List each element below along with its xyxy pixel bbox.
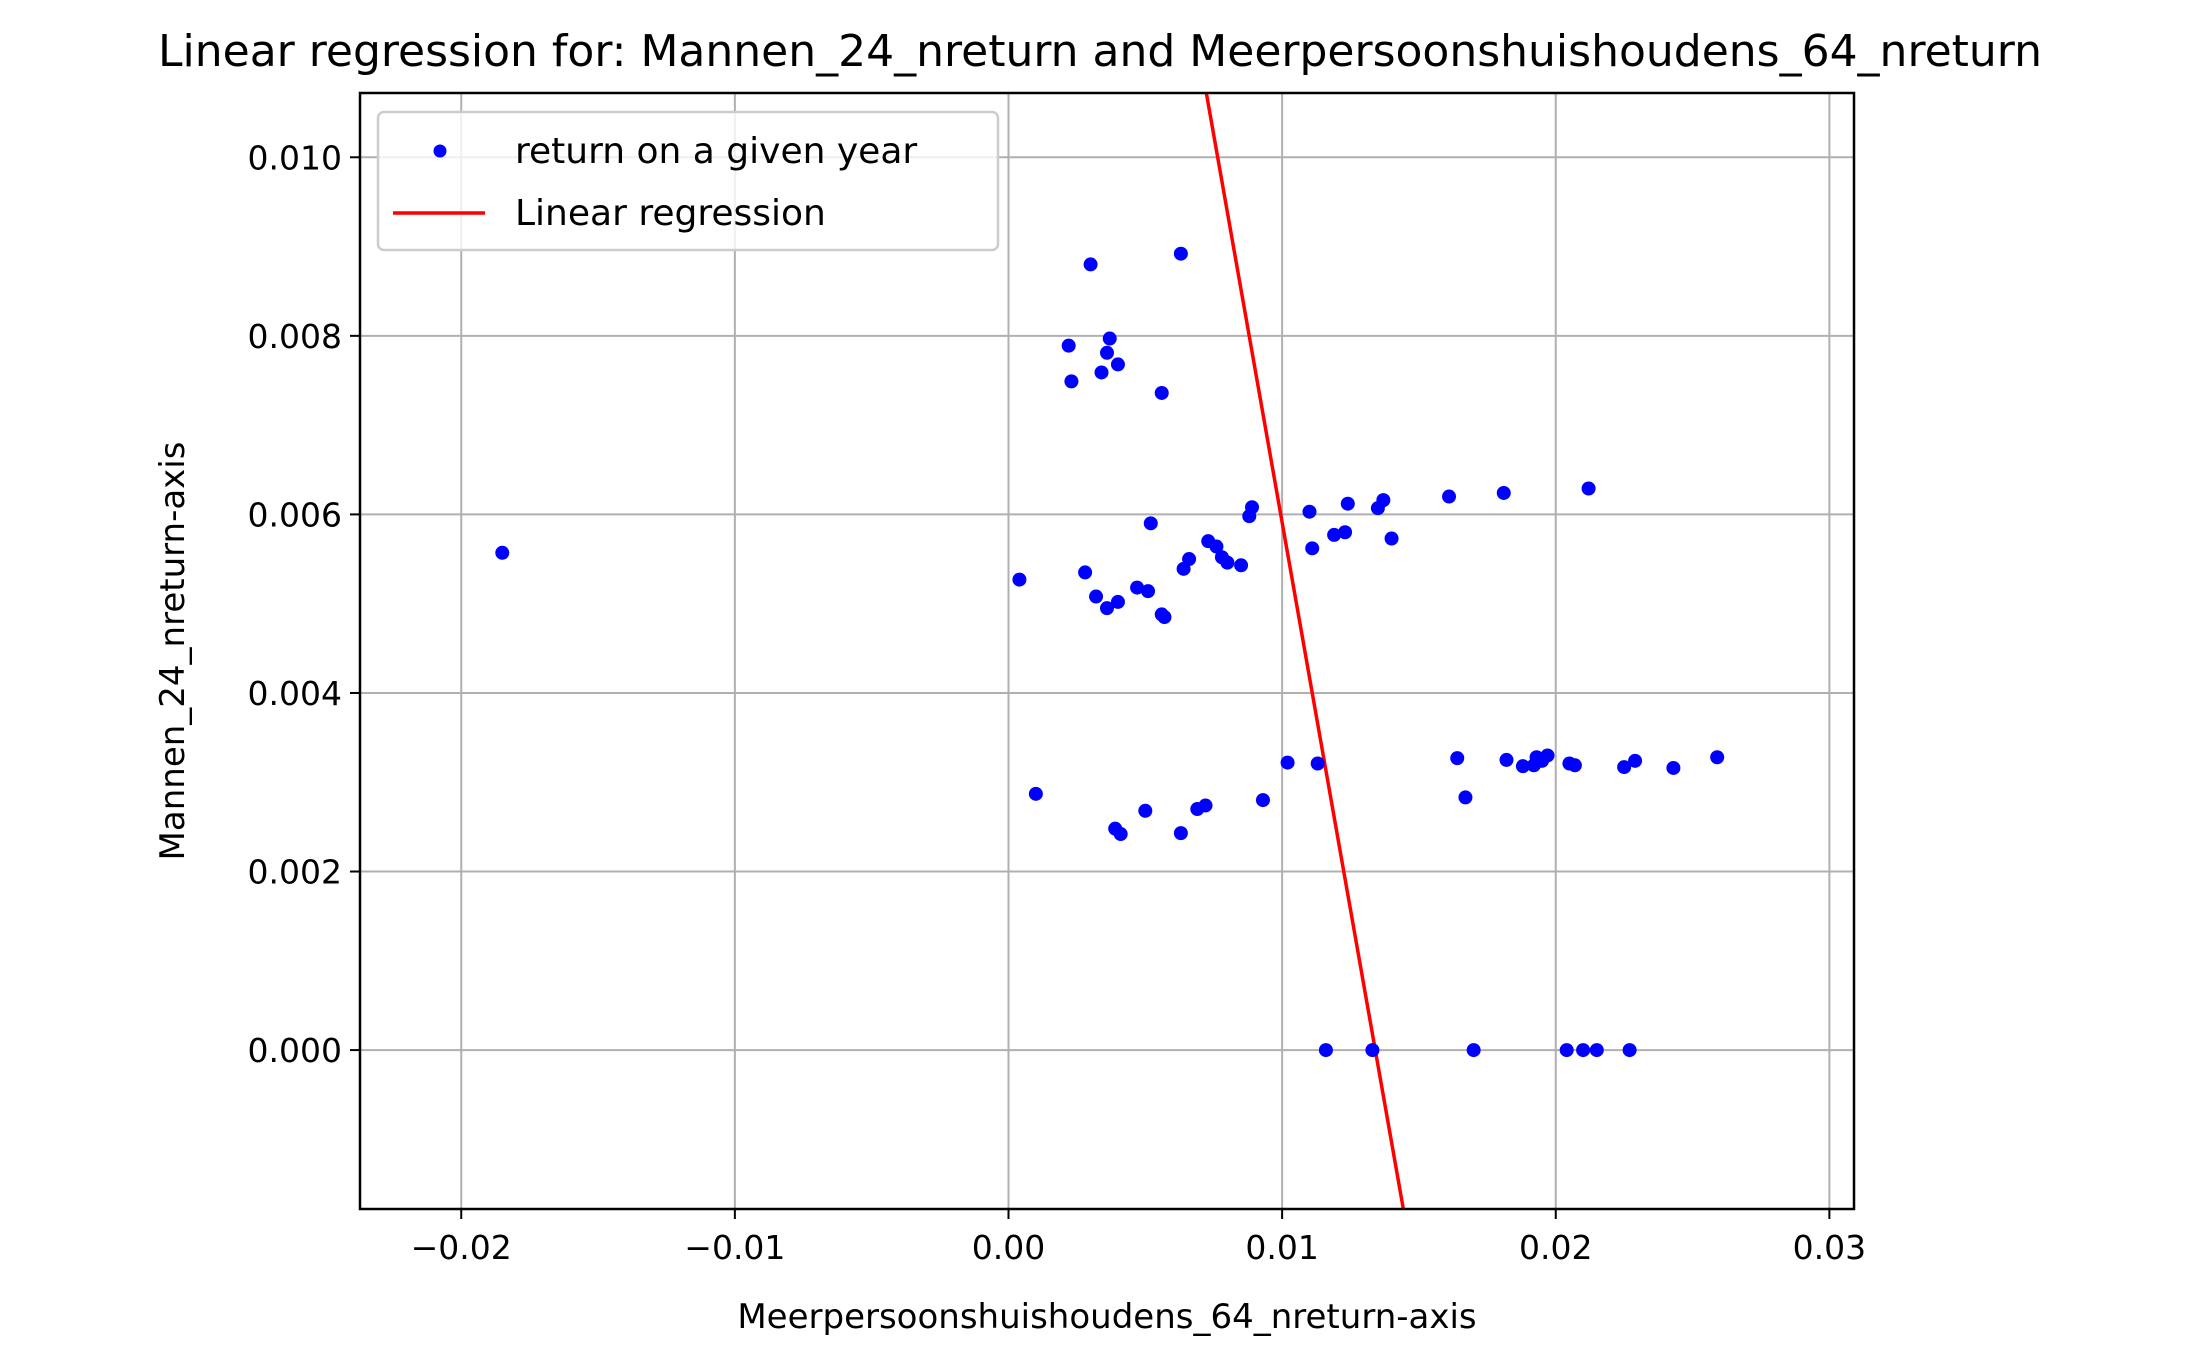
regression-line <box>1204 93 1406 1209</box>
x-tick-label: −0.02 <box>411 1228 512 1267</box>
scatter-point <box>1083 257 1098 272</box>
y-tick-label: 0.004 <box>248 674 342 713</box>
scatter-point <box>1559 1043 1574 1058</box>
scatter-point <box>1622 1043 1637 1058</box>
scatter-point <box>1209 539 1224 554</box>
scatter-point <box>1138 803 1153 818</box>
scatter-point <box>1442 489 1457 504</box>
legend-label-scatter: return on a given year <box>515 131 917 172</box>
scatter-point <box>1143 516 1158 531</box>
scatter-point <box>1141 584 1156 599</box>
scatter-point <box>1628 753 1643 768</box>
ticks: −0.02 −0.01 0.00 0.01 0.02 0.03 0.000 0.002 0.00… <box>248 138 1867 1267</box>
y-tick-label: 0.006 <box>248 495 342 534</box>
x-tick-label: −0.01 <box>684 1228 785 1267</box>
scatter-point <box>1130 580 1145 595</box>
y-tick-label: 0.002 <box>248 853 342 892</box>
x-tick-label: 0.00 <box>972 1228 1045 1267</box>
scatter-point <box>1540 748 1555 763</box>
scatter-point <box>1450 751 1465 766</box>
scatter-point <box>1173 826 1188 841</box>
y-tick-label: 0.000 <box>248 1031 342 1070</box>
scatter-point <box>1220 555 1235 570</box>
scatter-point <box>1617 760 1632 775</box>
scatter-point <box>1280 755 1295 770</box>
scatter-point <box>1305 541 1320 556</box>
legend: return on a given year Linear regression <box>376 110 1000 252</box>
scatter-point <box>1154 385 1169 400</box>
scatter-point <box>1302 504 1317 519</box>
scatter-point <box>1310 756 1325 771</box>
scatter-point <box>1576 1043 1591 1058</box>
scatter-point <box>1078 565 1093 580</box>
regression-line-group <box>1204 93 1406 1209</box>
scatter-point <box>1589 1043 1604 1058</box>
y-axis-label: Mannen_24_nreturn-axis <box>153 442 193 861</box>
scatter-point <box>1338 525 1353 540</box>
scatter-point <box>495 545 510 560</box>
scatter-point <box>1061 338 1076 353</box>
scatter-point <box>1327 527 1342 542</box>
scatter-point <box>1710 750 1725 765</box>
scatter-point <box>1012 572 1027 587</box>
scatter-point <box>1100 345 1114 360</box>
y-tick-label: 0.010 <box>248 138 342 177</box>
scatter-point <box>1094 365 1109 380</box>
x-tick-label: 0.02 <box>1519 1228 1592 1267</box>
scatter-point <box>1110 357 1125 372</box>
scatter-point <box>1466 1043 1481 1058</box>
scatter-point <box>1028 786 1043 801</box>
scatter-points-group <box>495 246 1725 1058</box>
legend-label-line: Linear regression <box>515 193 826 234</box>
scatter-point <box>1245 500 1260 515</box>
x-axis-label: Meerpersoonshuishoudens_64_nreturn-axis <box>737 1297 1476 1337</box>
y-tick-label: 0.008 <box>248 317 342 356</box>
scatter-point <box>1234 558 1249 573</box>
scatter-point <box>1365 1043 1380 1058</box>
scatter-point <box>1182 552 1197 567</box>
scatter-point <box>1102 331 1117 346</box>
scatter-point <box>1515 759 1530 774</box>
scatter-point <box>1567 758 1582 773</box>
scatter-point <box>1089 589 1104 604</box>
x-tick-label: 0.01 <box>1245 1228 1318 1267</box>
scatter-point <box>1384 531 1399 546</box>
legend-box <box>376 110 1000 252</box>
scatter-point <box>1376 493 1391 508</box>
scatter-point <box>1173 246 1188 261</box>
scatter-point <box>1157 610 1172 625</box>
scatter-point <box>1496 485 1511 500</box>
scatter-point <box>1100 601 1114 616</box>
scatter-point <box>1581 481 1596 496</box>
scatter-point <box>1110 594 1125 609</box>
scatter-point <box>1198 798 1213 813</box>
scatter-point <box>1340 496 1355 511</box>
scatter-point <box>1318 1043 1333 1058</box>
scatter-point <box>1064 374 1079 389</box>
scatter-point <box>1458 790 1473 805</box>
scatter-point <box>1255 793 1270 808</box>
scatter-point <box>1113 827 1128 842</box>
chart-title: Linear regression for: Mannen_24_nreturn… <box>158 26 2042 77</box>
plot-frame <box>358 91 1856 1211</box>
scatter-point <box>1666 760 1681 775</box>
plot-area-background <box>360 93 1854 1209</box>
legend-marker-scatter <box>433 144 447 158</box>
scatter-point <box>1499 752 1514 767</box>
x-tick-label: 0.03 <box>1793 1228 1866 1267</box>
